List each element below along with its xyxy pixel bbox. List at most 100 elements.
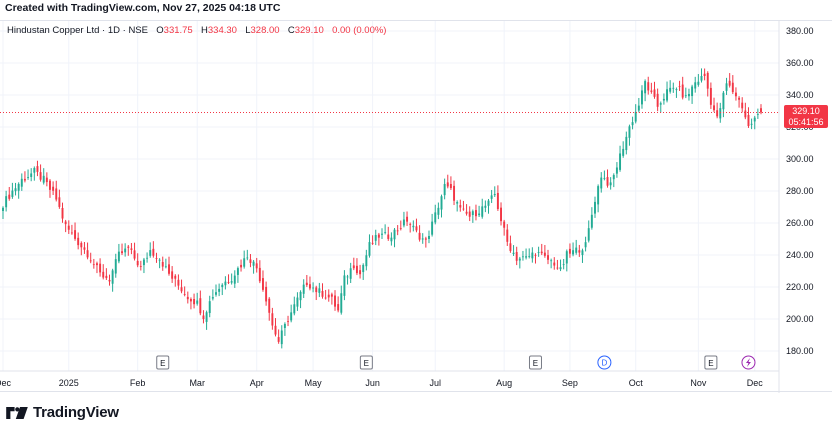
candle — [418, 225, 421, 242]
earnings-marker[interactable]: E — [704, 355, 718, 370]
time-tick-label: Jun — [365, 378, 380, 388]
time-tick-label: 2025 — [59, 378, 79, 388]
candle — [697, 74, 700, 87]
candle — [58, 189, 61, 209]
candle — [61, 202, 64, 223]
time-axis[interactable]: Dec 2025 Feb Mar Apr May Jun Jul Aug Sep Oct Nov Dec — [0, 378, 763, 388]
candle — [36, 160, 39, 177]
candle — [406, 211, 409, 226]
candle — [431, 213, 434, 237]
candle — [189, 297, 192, 310]
candle — [449, 176, 452, 191]
candle — [305, 275, 308, 287]
candle — [283, 322, 286, 336]
candle — [478, 205, 481, 217]
flash-icon[interactable] — [741, 355, 756, 370]
candle — [30, 168, 33, 182]
candle — [152, 241, 155, 258]
candle — [114, 253, 117, 278]
time-tick-label: Nov — [690, 378, 707, 388]
candle — [121, 243, 123, 256]
candle — [133, 242, 136, 261]
candle — [240, 259, 243, 272]
candle — [321, 283, 324, 299]
candle — [738, 96, 741, 108]
time-tick-label: Aug — [496, 378, 512, 388]
earnings-marker[interactable]: E — [156, 355, 170, 370]
candle — [562, 258, 565, 270]
dividend-marker[interactable]: D — [597, 355, 612, 370]
candle — [525, 248, 528, 260]
candle — [421, 233, 424, 244]
candle — [581, 248, 584, 263]
candle — [662, 93, 665, 105]
candle — [428, 230, 430, 244]
earnings-marker[interactable]: E — [528, 355, 542, 370]
chart-pane[interactable]: 180.00 200.00 220.00 240.00 260.00 280.00 300.… — [0, 20, 832, 393]
candle — [647, 76, 650, 95]
candle — [164, 258, 167, 269]
brand-name: TradingView — [33, 404, 119, 421]
candle — [359, 264, 362, 279]
candle — [384, 224, 387, 235]
candle — [80, 241, 83, 256]
candle — [42, 168, 45, 185]
candle — [161, 256, 164, 271]
candle — [390, 232, 393, 246]
candle — [249, 254, 252, 268]
candlestick-chart[interactable]: 180.00 200.00 220.00 240.00 260.00 280.00 300.… — [0, 21, 832, 393]
earnings-marker[interactable]: E — [359, 355, 373, 370]
candle — [753, 115, 756, 130]
candle — [381, 228, 383, 239]
candle — [215, 284, 217, 297]
candle — [656, 88, 659, 112]
candle — [171, 266, 174, 283]
price-axis[interactable]: 180.00 200.00 220.00 240.00 260.00 280.00 300.… — [786, 26, 814, 356]
candle — [515, 246, 518, 266]
candle — [609, 177, 612, 190]
candle — [45, 172, 48, 187]
candle — [330, 292, 333, 305]
candle — [700, 68, 703, 83]
candle — [315, 285, 318, 301]
candle — [33, 166, 36, 181]
candle — [83, 242, 86, 254]
candle — [440, 194, 443, 218]
candle — [271, 307, 274, 330]
candle — [337, 296, 340, 313]
price-tick-label: 360.00 — [786, 58, 814, 68]
candle — [146, 252, 149, 263]
candle — [208, 295, 211, 318]
candle — [553, 257, 556, 270]
candle — [168, 256, 170, 276]
candle — [509, 235, 512, 253]
candle — [540, 243, 543, 256]
symbol-title[interactable]: Hindustan Copper Ltd · 1D · NSE — [7, 25, 148, 36]
candle — [355, 258, 358, 276]
candle — [631, 116, 634, 130]
candle — [471, 209, 474, 223]
time-tick-label: Mar — [189, 378, 205, 388]
open-value: 331.75 — [163, 25, 193, 36]
candle — [180, 279, 183, 294]
candle — [684, 87, 687, 99]
candle — [102, 264, 105, 280]
candle — [424, 236, 427, 248]
price-tick-label: 180.00 — [786, 346, 814, 356]
last-price-tag: 329.10 05:41:56 — [784, 105, 828, 128]
candle — [547, 249, 549, 265]
time-tick-label: Sep — [562, 378, 578, 388]
last-price-value: 329.10 — [792, 106, 820, 116]
candle — [672, 82, 675, 93]
candle — [262, 270, 264, 292]
candle — [142, 257, 145, 274]
candle — [434, 204, 437, 225]
candle — [731, 75, 734, 95]
tradingview-logo[interactable]: TradingView — [6, 404, 119, 421]
candle — [255, 257, 258, 273]
candle — [55, 180, 58, 202]
candle — [236, 266, 239, 283]
low-label: L — [245, 25, 251, 36]
candle — [399, 220, 402, 231]
